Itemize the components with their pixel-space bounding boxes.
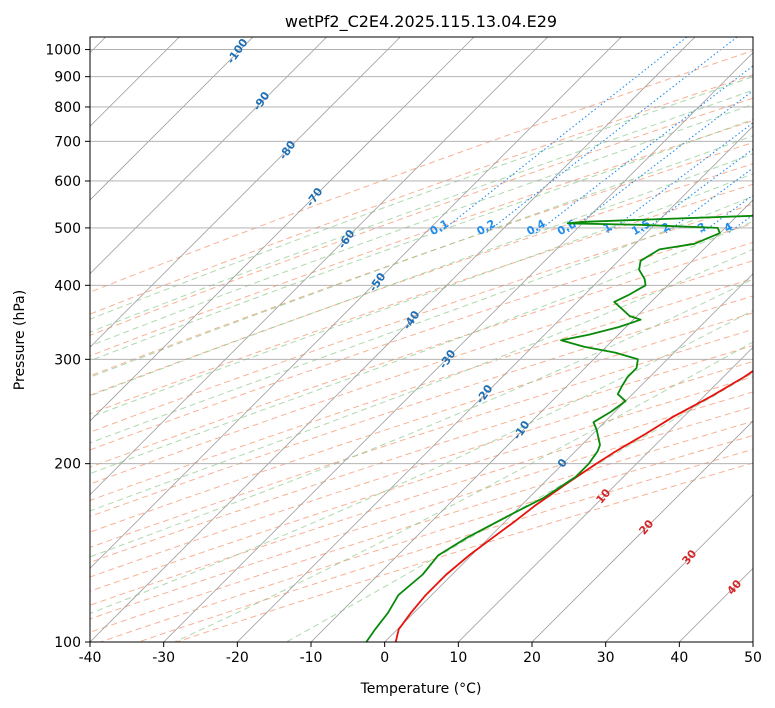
x-tick-label: 10 (449, 650, 467, 666)
moist-adiabat-line (90, 278, 753, 558)
sounding-series (365, 214, 753, 642)
isotherm-line (384, 273, 753, 642)
y-tick-label: 700 (54, 134, 81, 150)
y-tick-label: 900 (54, 70, 81, 86)
y-tick-label: 1000 (45, 43, 81, 59)
y-axis: 100 200 300 400 500 600 700 800 900 1000 (45, 43, 90, 651)
isotherm-line (90, 37, 696, 642)
background-lines (90, 37, 775, 642)
isotherm-line (605, 494, 753, 642)
x-axis: -40 -30 -20 -10 0 10 20 30 40 50 (79, 642, 762, 666)
x-tick-label: 30 (597, 650, 615, 666)
x-tick-label: 50 (744, 650, 762, 666)
isotherm-line (90, 37, 475, 422)
moist-adiabat-line (90, 153, 753, 397)
dry-adiabat-line (90, 97, 753, 336)
isotherm-line (458, 346, 753, 642)
dry-adiabat-line (90, 312, 753, 533)
y-axis-title: Pressure (hPa) (12, 290, 28, 390)
mixing-ratio-line (767, 37, 775, 233)
y-tick-label: 400 (54, 278, 81, 294)
temperature-line (394, 369, 753, 642)
y-tick-label: 800 (54, 100, 81, 116)
x-tick-label: -30 (152, 650, 175, 666)
dry-adiabat-line (90, 163, 753, 396)
isotherm-line (90, 37, 622, 569)
isotherm-line (752, 641, 753, 642)
x-tick-label: -10 (300, 650, 323, 666)
dewpoint-line (365, 214, 753, 642)
mixing-ratio-line (566, 90, 753, 234)
plot-background (90, 37, 753, 642)
isotherm-line (531, 420, 753, 642)
dry-adiabat-line (90, 74, 753, 315)
moist-adiabat-line (90, 195, 753, 444)
dry-adiabat-line (90, 328, 753, 548)
dry-adiabat-line (90, 278, 753, 501)
grid-lines (90, 37, 753, 642)
moist-adiabat-line (90, 76, 753, 320)
moist-adiabat-line (90, 118, 753, 362)
isotherm-line (310, 199, 753, 642)
isotherm-line (237, 125, 753, 642)
dry-adiabat-line (90, 360, 753, 578)
isotherm-line (90, 37, 548, 496)
moist-adiabat-line (90, 173, 753, 418)
dry-adiabat-line (90, 222, 753, 451)
y-tick-label: 600 (54, 174, 81, 190)
moist-adiabat-line (90, 89, 753, 333)
isotherm-line (90, 37, 254, 201)
mixing-ratio-line (535, 65, 753, 234)
dry-adiabat-line (90, 203, 753, 433)
x-axis-title: Temperature (°C) (360, 681, 482, 697)
isotherm-line (163, 52, 753, 642)
dry-adiabat-line (90, 142, 753, 377)
x-tick-label: -40 (79, 650, 102, 666)
dry-adiabat-line (90, 50, 753, 293)
x-tick-label: 0 (380, 650, 389, 666)
x-tick-label: -20 (226, 650, 249, 666)
mixing-ratio-line (438, 37, 688, 234)
plot-frame (89, 36, 754, 643)
y-tick-label: 500 (54, 221, 81, 237)
y-tick-label: 300 (54, 352, 81, 368)
chart-title: wetPf2_C2E4.2025.115.13.04.E29 (285, 12, 557, 32)
isotherm-line (90, 37, 401, 348)
y-tick-label: 200 (54, 457, 81, 473)
x-tick-label: 20 (523, 650, 541, 666)
x-tick-label: 40 (670, 650, 688, 666)
dry-adiabat-line (90, 391, 753, 606)
isotherm-line (90, 37, 327, 275)
mixing-ratio-line (606, 122, 753, 234)
y-tick-label: 100 (54, 635, 81, 651)
dry-adiabat-line (90, 260, 753, 485)
